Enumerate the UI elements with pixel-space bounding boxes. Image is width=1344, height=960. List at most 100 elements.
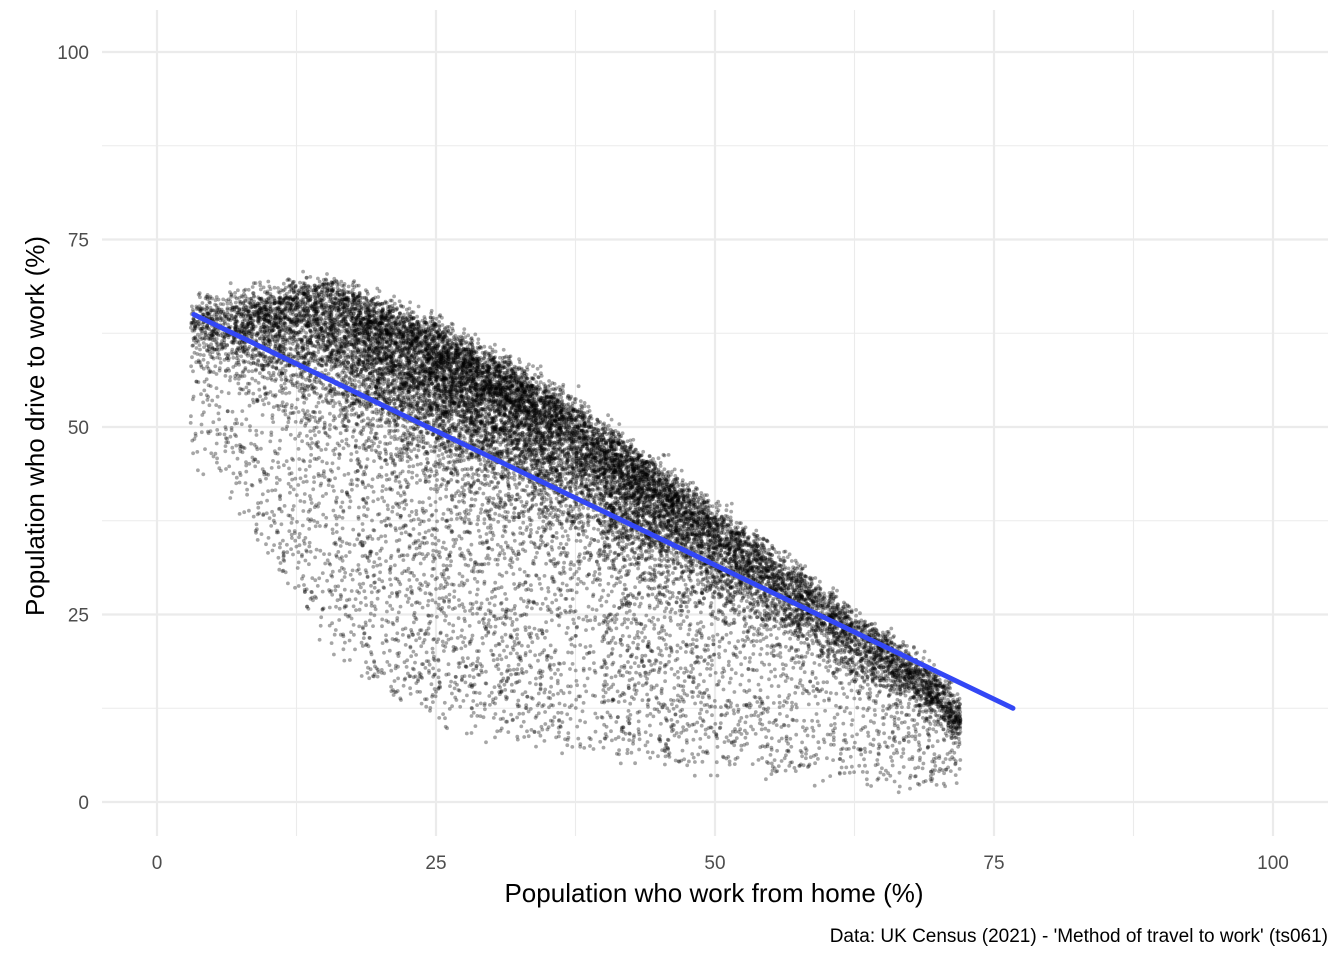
scatter-point [410, 470, 415, 475]
scatter-point [779, 759, 784, 763]
scatter-point [921, 709, 926, 714]
scatter-point [313, 314, 317, 318]
scatter-point [583, 645, 588, 649]
scatter-point [458, 704, 463, 709]
scatter-point [496, 393, 500, 398]
scatter-point [344, 437, 349, 442]
scatter-point [673, 531, 677, 536]
scatter-point [589, 515, 593, 520]
scatter-point [427, 668, 431, 673]
scatter-point [534, 744, 538, 749]
scatter-point [492, 685, 497, 689]
scatter-point [388, 355, 393, 360]
scatter-point [385, 516, 389, 521]
scatter-point [927, 738, 931, 743]
scatter-point [605, 710, 610, 715]
scatter-point [260, 398, 265, 403]
scatter-point [340, 526, 345, 531]
scatter-point [908, 671, 912, 676]
scatter-point [549, 457, 554, 461]
scatter-point [459, 389, 464, 394]
scatter-point [628, 479, 632, 484]
scatter-point [512, 413, 516, 418]
scatter-point [428, 503, 433, 507]
scatter-point [816, 740, 821, 745]
scatter-point [366, 320, 370, 325]
scatter-point [718, 721, 723, 725]
scatter-point [305, 338, 310, 343]
scatter-point [224, 369, 228, 374]
scatter-point [339, 505, 343, 509]
scatter-point [551, 562, 556, 566]
scatter-point [946, 697, 950, 702]
scatter-point [802, 641, 807, 645]
scatter-point [487, 618, 491, 622]
scatter-point [296, 374, 301, 379]
scatter-point [475, 592, 479, 597]
scatter-point [347, 550, 352, 554]
scatter-point [334, 604, 338, 609]
scatter-point [884, 768, 888, 773]
scatter-point [475, 393, 480, 398]
scatter-point [337, 414, 342, 418]
scatter-point [386, 329, 391, 333]
scatter-point [222, 338, 227, 343]
scatter-point [744, 599, 749, 604]
scatter-point [351, 294, 355, 299]
scatter-point [487, 694, 492, 698]
scatter-point [560, 751, 564, 756]
scatter-point [713, 705, 717, 709]
scatter-point [476, 473, 481, 478]
scatter-point [488, 703, 492, 707]
scatter-point [453, 378, 457, 382]
scatter-point [214, 441, 219, 446]
scatter-point [387, 397, 392, 401]
scatter-point [371, 308, 375, 312]
scatter-point [415, 473, 419, 478]
scatter-point [484, 740, 488, 745]
scatter-point [622, 617, 627, 621]
scatter-point [744, 714, 749, 719]
scatter-point [437, 458, 442, 462]
scatter-point [581, 505, 586, 510]
scatter-point [561, 565, 566, 570]
scatter-point [831, 735, 836, 740]
scatter-point [549, 395, 554, 400]
scatter-point [543, 475, 548, 480]
scatter-point [359, 326, 364, 331]
scatter-point [560, 720, 565, 724]
scatter-point [818, 579, 822, 584]
scatter-point [618, 491, 623, 495]
scatter-point [223, 374, 228, 378]
scatter-point [349, 478, 354, 483]
scatter-point [459, 536, 464, 541]
scatter-point [493, 735, 497, 740]
scatter-point [713, 671, 718, 675]
scatter-point [388, 337, 392, 342]
scatter-point [537, 546, 542, 550]
scatter-point [849, 640, 854, 645]
scatter-point [291, 552, 295, 557]
scatter-point [706, 517, 711, 521]
scatter-point [535, 459, 540, 464]
scatter-point [291, 458, 295, 462]
scatter-point [532, 414, 536, 419]
scatter-point [489, 648, 494, 653]
scatter-point [928, 690, 933, 695]
scatter-point [363, 366, 367, 371]
scatter-point [215, 460, 219, 465]
scatter-point [467, 624, 472, 628]
scatter-point [214, 386, 219, 391]
scatter-point [437, 668, 441, 673]
scatter-point [388, 522, 392, 527]
scatter-point [293, 420, 298, 424]
scatter-point [472, 576, 477, 581]
scatter-point [614, 720, 619, 724]
scatter-point [388, 420, 392, 425]
scatter-point [278, 309, 282, 314]
scatter-point [438, 370, 443, 375]
scatter-point [310, 595, 314, 600]
scatter-point [608, 494, 613, 498]
scatter-point [590, 471, 595, 476]
scatter-point [343, 640, 347, 645]
